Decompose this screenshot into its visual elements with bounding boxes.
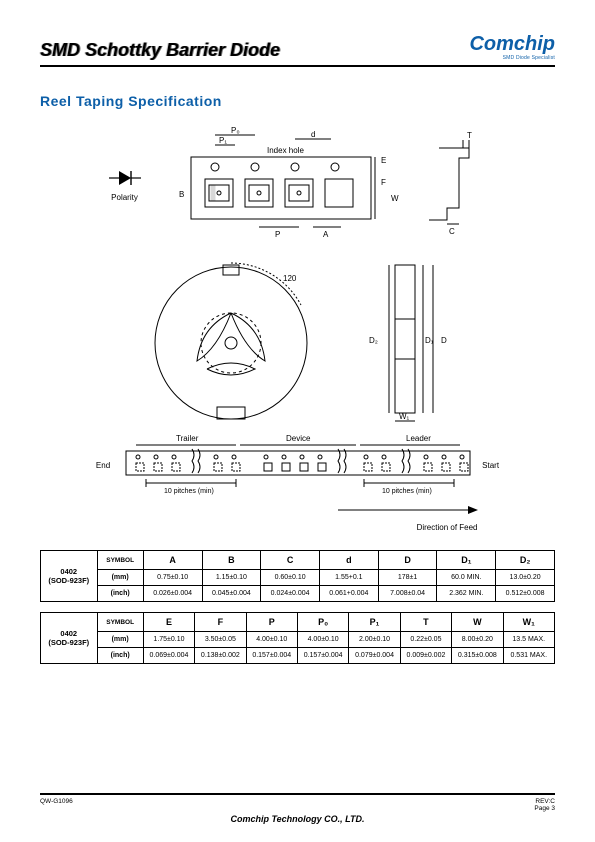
diagram-row-3: End Trailer Device Leader xyxy=(40,433,555,532)
polarity-label: Polarity xyxy=(111,193,138,202)
tape-side-diagram: T C xyxy=(419,128,489,238)
trailer-label: Trailer xyxy=(176,434,199,443)
logo-text: Comchip xyxy=(469,33,555,55)
diagrams-area: Polarity xyxy=(40,123,555,532)
polarity-symbol: Polarity xyxy=(107,165,143,202)
dim-a: A xyxy=(323,230,329,239)
page-header: SMD Schottky Barrier Diode Comchip SMD D… xyxy=(40,35,555,67)
pkg-cell-1: 0402 (SOD-923F) xyxy=(41,551,98,602)
page-footer: QW-G1096 REV:C Page 3 Comchip Technology… xyxy=(40,793,555,824)
page-title: SMD Schottky Barrier Diode xyxy=(40,40,280,61)
pitches-left: 10 pitches (min) xyxy=(164,488,214,495)
leader-label: Leader xyxy=(406,434,431,443)
diode-icon xyxy=(107,165,143,191)
end-label: End xyxy=(96,461,110,470)
dim-b: B xyxy=(179,190,184,199)
table-row: (inch) 0.026±0.004 0.045±0.004 0.024±0.0… xyxy=(41,586,555,602)
feed-arrow-icon xyxy=(338,505,478,515)
table-row: (mm) 0.75±0.10 1.15±0.10 0.60±0.10 1.55+… xyxy=(41,570,555,586)
dim-p1: P₁ xyxy=(219,136,227,145)
section-title: Reel Taping Specification xyxy=(40,93,555,109)
diagram-row-1: Polarity xyxy=(40,123,555,243)
dim-f: F xyxy=(381,178,386,187)
spec-table-1: 0402 (SOD-923F) SYMBOL A B C d D D₁ D₂ (… xyxy=(40,550,555,602)
pitches-right: 10 pitches (min) xyxy=(382,488,432,495)
index-hole-label: Index hole xyxy=(267,146,304,155)
doc-number: QW-G1096 xyxy=(40,798,73,812)
spec-table-2: 0402 (SOD-923F) SYMBOL E F P P₀ P₁ T W W… xyxy=(40,612,555,664)
pkg-cell-2: 0402 (SOD-923F) xyxy=(41,613,98,664)
tape-top-diagram: P₀ P₁ d Index hole E F W B P A xyxy=(161,123,401,243)
direction-label: Direction of Feed xyxy=(118,523,478,532)
table-row: (inch) 0.069±0.004 0.138±0.002 0.157±0.0… xyxy=(41,648,555,664)
dim-d: d xyxy=(311,130,315,139)
start-label: Start xyxy=(482,461,499,470)
device-label: Device xyxy=(286,434,311,443)
logo-subtext: SMD Diode Specialist xyxy=(469,55,555,61)
dim-w1: W₁ xyxy=(399,412,410,421)
dim-d1: D₁ xyxy=(425,336,434,345)
dim-p: P xyxy=(275,230,280,239)
page-number: Page 3 xyxy=(534,805,555,812)
dim-d2: D₂ xyxy=(369,336,378,345)
dim-d-outer: D xyxy=(441,336,447,345)
reel-side-diagram: D₂ D₁ D W₁ xyxy=(345,253,455,423)
dim-t: T xyxy=(467,131,472,140)
table-row: (mm) 1.75±0.10 3.50±0.05 4.00±0.10 4.00±… xyxy=(41,632,555,648)
company-name: Comchip Technology CO., LTD. xyxy=(40,814,555,824)
dim-w: W xyxy=(391,194,399,203)
diagram-row-2: 120 D₂ D₁ D W₁ xyxy=(40,253,555,423)
logo-block: Comchip SMD Diode Specialist xyxy=(469,35,555,61)
leader-tape-diagram: Trailer Device Leader xyxy=(116,433,476,497)
angle-label: 120 xyxy=(283,274,297,283)
dim-c: C xyxy=(449,227,455,236)
symbol-header: SYMBOL xyxy=(97,551,143,570)
reel-front-diagram: 120 xyxy=(141,253,321,423)
dim-e: E xyxy=(381,156,386,165)
dim-p0: P₀ xyxy=(231,126,240,135)
rev-label: REV:C xyxy=(535,798,555,805)
